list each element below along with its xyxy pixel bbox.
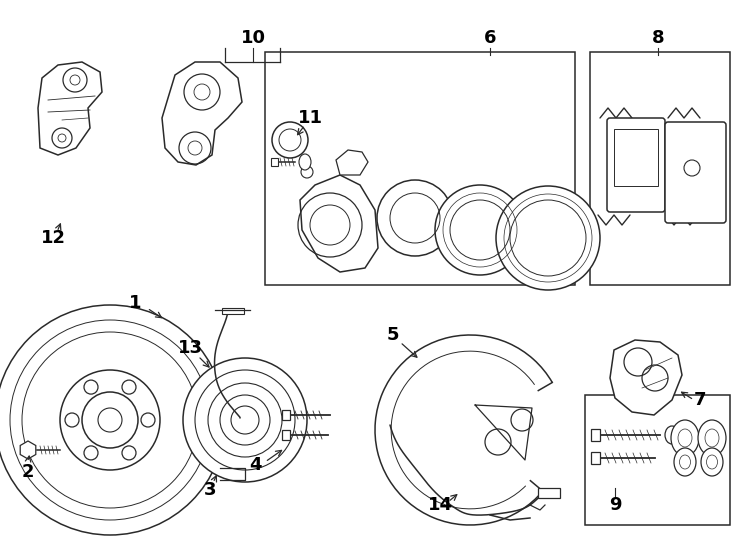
Ellipse shape [665,426,679,444]
Ellipse shape [674,448,696,476]
Text: 7: 7 [694,391,706,409]
Polygon shape [610,340,682,415]
Circle shape [141,413,155,427]
Text: 6: 6 [484,29,496,47]
Bar [282,410,290,420]
Circle shape [272,122,308,158]
Bar [538,488,560,498]
Bar [590,52,730,285]
Ellipse shape [698,420,726,456]
Text: 3: 3 [204,481,217,499]
FancyBboxPatch shape [607,118,665,212]
Circle shape [84,446,98,460]
Bar [222,308,244,314]
Bar [282,430,290,440]
Bar [614,129,658,186]
Circle shape [496,186,600,290]
Text: 11: 11 [297,109,322,127]
Circle shape [122,446,136,460]
Circle shape [435,185,525,275]
Polygon shape [300,175,378,272]
Text: 10: 10 [241,29,266,47]
Circle shape [84,380,98,394]
Text: 1: 1 [128,294,141,312]
Bar [591,452,600,464]
Bar [585,395,730,525]
FancyBboxPatch shape [665,122,726,223]
Polygon shape [162,62,242,165]
Circle shape [122,380,136,394]
Text: 5: 5 [387,326,399,344]
Circle shape [98,408,122,432]
Text: 14: 14 [427,496,452,514]
Circle shape [301,166,313,178]
Circle shape [377,180,453,256]
Text: 9: 9 [608,496,621,514]
Circle shape [183,358,307,482]
Text: 2: 2 [22,463,34,481]
Circle shape [65,413,79,427]
Ellipse shape [671,420,699,456]
Bar [265,52,575,285]
Ellipse shape [701,448,723,476]
Circle shape [0,305,225,535]
Ellipse shape [299,154,311,170]
Circle shape [60,370,160,470]
Polygon shape [38,62,102,155]
Polygon shape [21,441,36,459]
Text: 12: 12 [40,229,65,247]
Circle shape [82,392,138,448]
Text: 13: 13 [178,339,203,357]
Text: 8: 8 [652,29,664,47]
Text: 4: 4 [249,456,261,474]
Bar [271,158,278,166]
Polygon shape [336,150,368,175]
Bar [591,429,600,441]
